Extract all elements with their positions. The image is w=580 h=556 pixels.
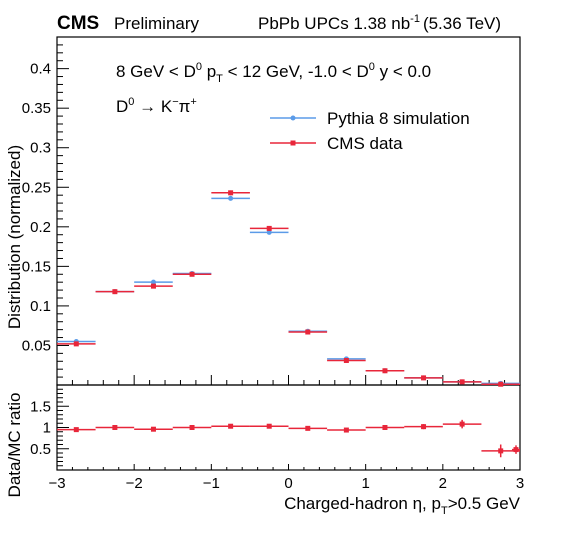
axis-ticks: −3 −2 −1 0 1 2 3 0.05 0.1 0.15 0.2 0.25 0.3 0.35 0.4 0.… (22, 44, 524, 492)
data-point (73, 341, 79, 347)
data-point (228, 190, 234, 196)
ratio-point (498, 448, 504, 454)
x-tick-label: −2 (126, 475, 143, 492)
ratio-point (73, 427, 79, 433)
decay-annotation: D0 → K−π+ (116, 96, 197, 116)
lumi-prefix: PbPb UPCs 1.38 nb (258, 14, 410, 33)
y-tick-label-main: 0.35 (22, 100, 51, 117)
y-tick-label-main: 0.4 (30, 61, 51, 78)
y-tick-label-main: 0.2 (30, 219, 51, 236)
legend-data-label: CMS data (327, 134, 403, 153)
y-tick-label-main: 0.05 (22, 337, 51, 354)
x-tick-label: 0 (284, 475, 292, 492)
main-y-axis-title: Distribution (normalized) (5, 145, 24, 329)
data-point (382, 368, 388, 374)
y-tick-label-main: 0.3 (30, 140, 51, 157)
data-point (189, 271, 195, 277)
y-tick-label-ratio: 1.5 (30, 398, 51, 415)
ratio-point (150, 426, 156, 432)
selection-annotation: 8 GeV < D0 pT < 12 GeV, -1.0 < D0 y < 0.… (116, 61, 431, 85)
data-point (112, 289, 118, 295)
x-axis-title: Charged-hadron η, pT>0.5 GeV (284, 494, 521, 517)
ratio-point (513, 447, 519, 453)
legend-pythia-marker (290, 115, 296, 121)
lumi-label: PbPb UPCs 1.38 nb-1 (5.36 TeV) (258, 13, 501, 33)
status-label: Preliminary (114, 14, 200, 33)
pythia-point (150, 279, 156, 285)
pythia-point (228, 195, 234, 201)
data-point (343, 357, 349, 363)
ratio-point (343, 427, 349, 433)
lumi-exponent: -1 (410, 13, 420, 25)
ratio-point (459, 421, 465, 427)
y-tick-label-main: 0.1 (30, 298, 51, 315)
ratio-point (266, 423, 272, 429)
data-point (305, 329, 311, 335)
ratio-point (382, 425, 388, 430)
x-tick-label: 1 (361, 475, 369, 492)
pythia-point (266, 229, 272, 235)
y-tick-label-ratio: 0.5 (30, 441, 51, 458)
legend-pythia-label: Pythia 8 simulation (327, 109, 470, 128)
ratio-point (421, 424, 427, 430)
y-tick-label-main: 0.25 (22, 179, 51, 196)
ratio-point (112, 425, 118, 430)
energy-label: (5.36 TeV) (423, 14, 501, 33)
chart-marks (57, 190, 520, 458)
x-tick-label: −3 (48, 475, 65, 492)
data-point (421, 375, 427, 381)
ratio-y-axis-title: Data/MC ratio (5, 393, 24, 498)
x-tick-label: 2 (439, 475, 447, 492)
legend: Pythia 8 simulation CMS data (270, 109, 470, 153)
data-point (150, 283, 156, 289)
ratio-point (305, 425, 311, 431)
experiment-label: CMS (57, 13, 99, 34)
y-tick-label-main: 0.15 (22, 258, 51, 275)
legend-data-marker (290, 140, 296, 146)
data-point (266, 225, 272, 231)
x-tick-label: −1 (203, 475, 220, 492)
ratio-point (189, 425, 195, 430)
main-plot-frame (56, 36, 521, 386)
ratio-point (228, 423, 234, 429)
y-tick-label-ratio: 1 (43, 420, 51, 437)
data-point (459, 379, 465, 385)
x-tick-label: 3 (516, 475, 524, 492)
data-point (498, 381, 504, 387)
